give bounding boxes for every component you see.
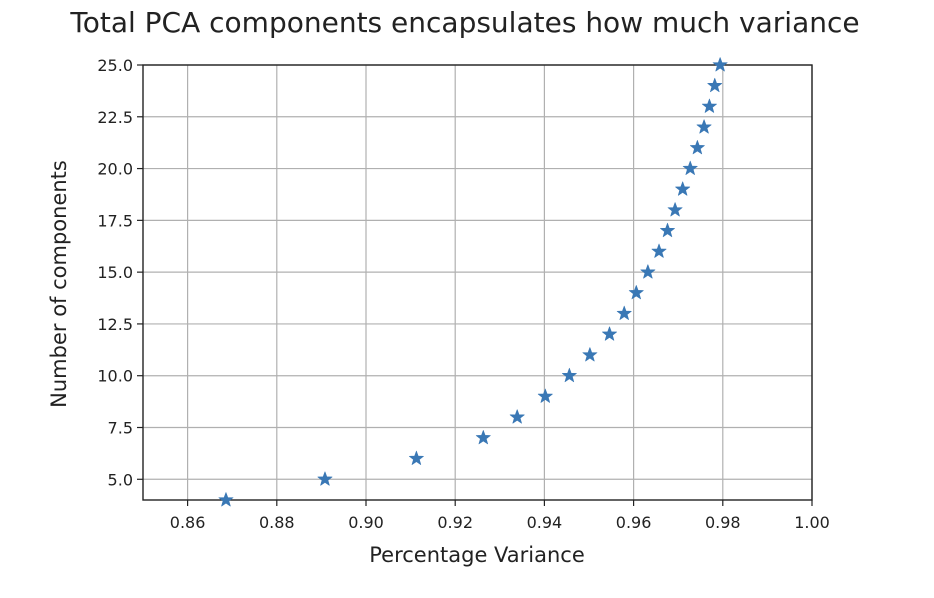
data-point-star: [509, 409, 525, 424]
data-point-star: [317, 471, 333, 486]
data-point-star: [218, 492, 234, 507]
data-point-star: [689, 140, 705, 155]
ticks-layer: 0.86 0.88 0.90 0.92 0.94 0.96 0.98 1.00 5.0 7.5 10…: [97, 56, 829, 532]
data-point-star: [667, 202, 683, 217]
data-point-star: [651, 243, 667, 258]
data-point-star: [475, 430, 491, 445]
grid-layer: [143, 64, 813, 500]
x-axis-label: Percentage Variance: [369, 543, 585, 567]
chart-title: Total PCA components encapsulates how mu…: [69, 6, 859, 39]
y-tick-label: 12.5: [97, 315, 133, 334]
x-tick-label: 0.88: [259, 513, 295, 532]
data-point-star: [682, 160, 698, 175]
data-point-star: [660, 222, 675, 238]
y-tick-label: 25.0: [97, 56, 133, 75]
y-tick-label: 5.0: [108, 470, 133, 489]
data-point-star: [602, 326, 617, 341]
y-axis-label: Number of components: [47, 160, 71, 408]
y-tick-label: 7.5: [108, 419, 133, 438]
data-point-star: [408, 450, 424, 465]
x-tick-label: 0.94: [527, 513, 563, 532]
data-point-star: [712, 57, 728, 72]
x-tick-label: 1.00: [794, 513, 830, 532]
x-tick-label: 0.96: [616, 513, 652, 532]
data-point-star: [628, 285, 644, 300]
y-tick-label: 15.0: [97, 263, 133, 282]
data-point-star: [640, 264, 656, 279]
data-point-star: [561, 367, 577, 383]
x-tick-label: 0.90: [348, 513, 384, 532]
y-tick-label: 17.5: [97, 211, 133, 230]
data-point-star: [537, 388, 553, 403]
y-tick-label: 10.0: [97, 367, 133, 386]
data-point-star: [701, 98, 717, 113]
y-tick-label: 22.5: [97, 108, 133, 127]
plot-area-frame: [142, 64, 813, 501]
x-tick-label: 0.92: [437, 513, 473, 532]
data-point-star: [675, 181, 691, 196]
data-point-star: [696, 119, 712, 134]
x-tick-label: 0.86: [170, 513, 206, 532]
data-point-star: [707, 77, 723, 93]
data-point-star: [616, 305, 632, 320]
data-point-star: [582, 347, 598, 362]
x-tick-label: 0.98: [705, 513, 741, 532]
data-points: [218, 57, 728, 507]
y-tick-label: 20.0: [97, 160, 133, 179]
